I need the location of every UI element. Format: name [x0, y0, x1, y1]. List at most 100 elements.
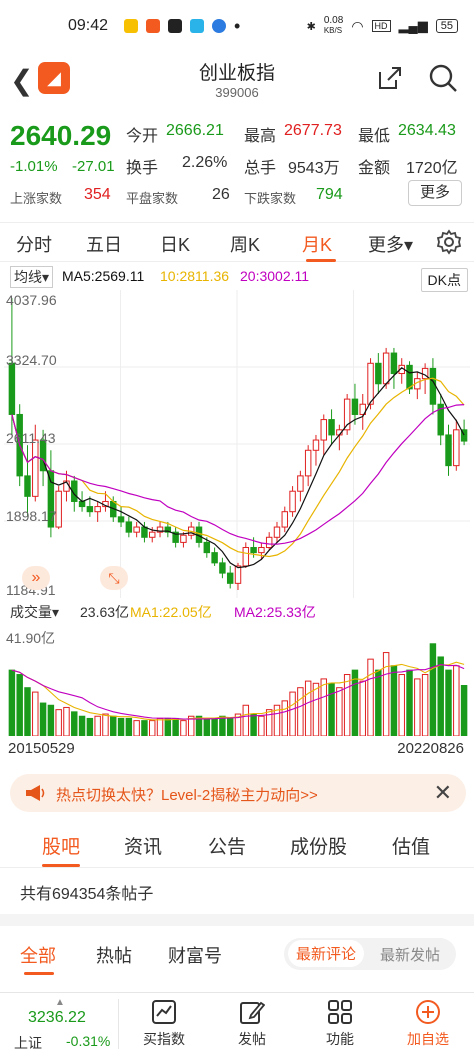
volume-bar — [375, 669, 382, 737]
volume-chart[interactable]: 41.90亿 — [4, 624, 470, 737]
high-label: 最高 — [244, 128, 277, 145]
index-value[interactable]: 3236.22 — [28, 1009, 86, 1026]
candle-body — [320, 419, 327, 441]
candle-body — [250, 547, 257, 554]
candle-body — [297, 475, 304, 492]
tab-monthly-k[interactable]: 月K — [302, 235, 333, 255]
y-axis-label-2: 3324.70 — [6, 352, 57, 368]
tab-constituents[interactable]: 成份股 — [290, 837, 348, 858]
y-axis-label-4: 1898.17 — [6, 508, 57, 524]
filter-all[interactable]: 全部 — [20, 946, 56, 966]
candle-body — [219, 562, 226, 574]
status-app-icons: • — [124, 16, 240, 37]
volume-bar — [265, 709, 273, 737]
back-icon[interactable]: ❮ — [10, 65, 34, 96]
volume-bar — [390, 665, 398, 737]
volume-bar — [63, 706, 70, 737]
candle-body — [156, 526, 164, 533]
ma-selector[interactable]: 均线▾ — [10, 266, 54, 288]
volume-bar — [320, 678, 327, 737]
promo-banner[interactable]: 热点切换太快？Level-2揭秘主力动向>> ✕ — [10, 774, 466, 812]
notification-app-icon — [146, 19, 161, 33]
candle-body — [211, 552, 218, 564]
volume-bar — [406, 669, 413, 737]
grid-icon — [328, 1000, 352, 1024]
more-stats-button[interactable]: 更多 — [408, 180, 462, 206]
candle-body — [289, 490, 296, 513]
volume-bar — [250, 713, 257, 737]
volume-bar — [94, 715, 101, 737]
fast-forward-icon[interactable]: » — [22, 566, 50, 590]
functions-button[interactable]: 功能 — [300, 997, 380, 1053]
volume-svg — [8, 643, 468, 737]
candle-body — [367, 362, 374, 405]
candle-body — [406, 364, 413, 390]
filter-fortune[interactable]: 财富号 — [168, 946, 222, 966]
tab-more[interactable]: 更多▾ — [368, 235, 414, 255]
candle-body — [375, 362, 382, 385]
filter-hot[interactable]: 热帖 — [96, 946, 132, 966]
volume-bar — [16, 674, 23, 737]
chart-icon — [152, 1000, 176, 1024]
expand-icon[interactable]: ⤡ — [100, 566, 128, 590]
candle-body — [78, 500, 86, 508]
ma10-value: 10:2811.36 — [160, 268, 230, 284]
tab-valuation[interactable]: 估值 — [392, 837, 431, 858]
volume-bar — [203, 717, 211, 737]
candle-body — [273, 526, 281, 538]
candle-body — [86, 506, 94, 513]
expand-up-icon[interactable]: ▲ — [55, 997, 65, 1008]
period-tabs: 分时 五日 日K 周K 月K 更多▾ — [0, 222, 474, 262]
volume-bar — [242, 704, 250, 737]
start-date: 20150529 — [8, 740, 75, 757]
low-value: 2634.43 — [398, 122, 456, 139]
volume-bar — [8, 669, 16, 737]
candle-body — [141, 526, 148, 538]
tab-announcements[interactable]: 公告 — [208, 837, 247, 858]
fall-count-label: 下跌家数 — [244, 191, 297, 206]
sort-latest-comment[interactable]: 最新评论 — [288, 940, 365, 967]
tab-daily-k[interactable]: 日K — [160, 235, 191, 255]
search-icon[interactable] — [428, 63, 458, 93]
candlestick-svg — [4, 290, 470, 598]
content-tabs: 股吧 资讯 公告 成份股 估值 — [0, 822, 474, 868]
volume-selector[interactable]: 成交量▾ — [10, 604, 60, 620]
bluetooth-icon: ✱ — [306, 20, 316, 33]
candle-body — [328, 419, 335, 436]
candlestick-chart[interactable]: 4037.96 3324.70 2611.43 1898.17 1184.91 … — [4, 290, 470, 598]
stock-code: 399006 — [215, 85, 259, 100]
high-value: 2677.73 — [284, 122, 342, 139]
candle-body — [149, 531, 156, 538]
functions-label: 功能 — [326, 1031, 354, 1047]
dk-point-button[interactable]: DK点 — [420, 268, 468, 292]
candle-body — [242, 547, 250, 567]
post-label: 发帖 — [238, 1031, 266, 1047]
sort-latest-post[interactable]: 最新发帖 — [380, 947, 441, 964]
open-value: 2666.21 — [166, 122, 224, 139]
plus-circle-icon — [416, 1000, 440, 1024]
volume-bar — [219, 715, 226, 737]
app-logo-icon: ◢ — [38, 62, 70, 94]
volume-bar — [281, 700, 289, 737]
volume-bar — [398, 674, 405, 737]
post-button[interactable]: 发帖 — [212, 997, 292, 1053]
candle-body — [164, 526, 172, 533]
candle-body — [71, 480, 78, 502]
volume-bar — [117, 717, 125, 737]
gear-icon[interactable] — [436, 229, 462, 255]
volume-bar — [102, 713, 109, 737]
ma-legend: 均线▾ MA5:2569.11 10:2811.36 20:3002.11 DK… — [0, 266, 474, 292]
turnover-label: 换手 — [126, 160, 159, 177]
candle-body — [343, 398, 351, 431]
candle-body — [180, 534, 187, 543]
volume-bar — [110, 715, 117, 737]
buy-index-button[interactable]: 买指数 — [124, 997, 204, 1053]
tab-forum[interactable]: 股吧 — [42, 837, 81, 858]
share-icon[interactable] — [376, 64, 404, 92]
tab-news[interactable]: 资讯 — [124, 837, 163, 858]
tab-intraday[interactable]: 分时 — [16, 235, 52, 255]
tab-weekly-k[interactable]: 周K — [230, 235, 261, 255]
tab-five-day[interactable]: 五日 — [86, 235, 122, 255]
add-watchlist-button[interactable]: 加自选 — [388, 997, 468, 1053]
close-icon[interactable]: ✕ — [433, 780, 452, 805]
